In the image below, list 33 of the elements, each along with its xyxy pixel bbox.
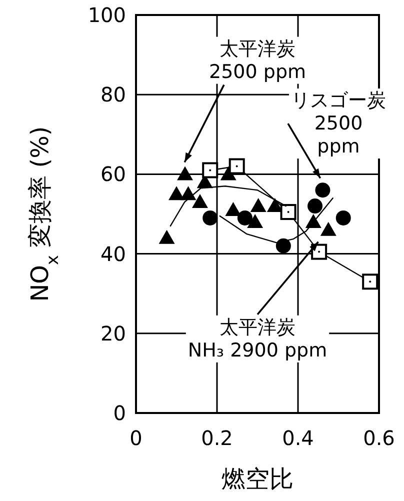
annotation: 太平洋炭 2500 ppm bbox=[208, 38, 306, 83]
y-tick-label: 80 bbox=[100, 82, 126, 107]
point bbox=[192, 194, 208, 208]
point bbox=[168, 186, 184, 200]
x-tick-label: 0 bbox=[130, 426, 142, 450]
point bbox=[320, 222, 336, 236]
x-tick-label: 0.6 bbox=[363, 426, 395, 450]
y-tick-label: 100 bbox=[88, 3, 126, 27]
point bbox=[336, 210, 351, 226]
point bbox=[202, 210, 218, 226]
annotation: 太平洋炭 NH₃ 2900 ppm bbox=[188, 316, 328, 362]
point bbox=[247, 214, 264, 228]
y-tick-label: 0 bbox=[113, 401, 126, 425]
point bbox=[158, 230, 175, 244]
x-axis-title: 燃空比 bbox=[222, 465, 294, 493]
point bbox=[315, 182, 330, 198]
point bbox=[280, 204, 296, 220]
point bbox=[180, 186, 196, 200]
y-tick-label: 40 bbox=[100, 242, 126, 266]
y-tick-label: 60 bbox=[100, 162, 126, 186]
point bbox=[177, 166, 194, 180]
point bbox=[276, 238, 291, 254]
x-tick-label: 0.4 bbox=[282, 426, 314, 450]
point bbox=[202, 162, 218, 178]
point bbox=[308, 198, 323, 214]
point bbox=[237, 210, 252, 226]
y-tick-label: 20 bbox=[100, 321, 126, 346]
point bbox=[250, 198, 266, 212]
point bbox=[225, 202, 242, 216]
annotation: リスゴー炭 2500 ppm bbox=[291, 90, 386, 158]
point bbox=[228, 158, 245, 174]
point bbox=[362, 274, 378, 290]
x-tick-label: 0.2 bbox=[201, 426, 233, 450]
